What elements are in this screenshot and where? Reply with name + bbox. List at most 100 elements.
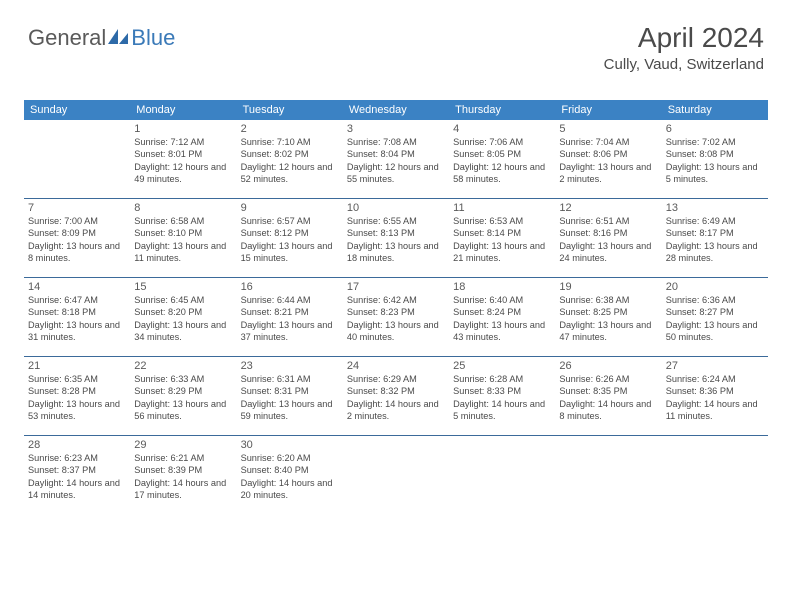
sunrise-line: Sunrise: 7:04 AM — [559, 136, 657, 148]
sunset-line: Sunset: 8:05 PM — [453, 148, 551, 160]
day-cell — [449, 436, 555, 514]
day-cell: 11Sunrise: 6:53 AMSunset: 8:14 PMDayligh… — [449, 199, 555, 277]
day-number: 28 — [28, 439, 126, 451]
day-number: 5 — [559, 123, 657, 135]
day-number: 21 — [28, 360, 126, 372]
daylight-line: Daylight: 13 hours and 43 minutes. — [453, 319, 551, 344]
day-cell: 4Sunrise: 7:06 AMSunset: 8:05 PMDaylight… — [449, 120, 555, 198]
sunset-line: Sunset: 8:31 PM — [241, 385, 339, 397]
sunset-line: Sunset: 8:16 PM — [559, 227, 657, 239]
sunset-line: Sunset: 8:24 PM — [453, 306, 551, 318]
day-number: 24 — [347, 360, 445, 372]
day-number: 8 — [134, 202, 232, 214]
month-title: April 2024 — [604, 22, 764, 54]
day-number: 16 — [241, 281, 339, 293]
sunrise-line: Sunrise: 6:47 AM — [28, 294, 126, 306]
day-number: 4 — [453, 123, 551, 135]
sunrise-line: Sunrise: 6:44 AM — [241, 294, 339, 306]
day-cell: 12Sunrise: 6:51 AMSunset: 8:16 PMDayligh… — [555, 199, 661, 277]
daylight-line: Daylight: 14 hours and 8 minutes. — [559, 398, 657, 423]
sunset-line: Sunset: 8:12 PM — [241, 227, 339, 239]
weekday-cell: Saturday — [662, 100, 768, 120]
sunrise-line: Sunrise: 6:45 AM — [134, 294, 232, 306]
daylight-line: Daylight: 13 hours and 47 minutes. — [559, 319, 657, 344]
day-cell — [24, 120, 130, 198]
day-cell: 30Sunrise: 6:20 AMSunset: 8:40 PMDayligh… — [237, 436, 343, 514]
sunrise-line: Sunrise: 6:53 AM — [453, 215, 551, 227]
daylight-line: Daylight: 13 hours and 15 minutes. — [241, 240, 339, 265]
daylight-line: Daylight: 13 hours and 18 minutes. — [347, 240, 445, 265]
sunrise-line: Sunrise: 6:38 AM — [559, 294, 657, 306]
day-cell: 9Sunrise: 6:57 AMSunset: 8:12 PMDaylight… — [237, 199, 343, 277]
weekday-cell: Wednesday — [343, 100, 449, 120]
location: Cully, Vaud, Switzerland — [604, 56, 764, 73]
day-cell: 20Sunrise: 6:36 AMSunset: 8:27 PMDayligh… — [662, 278, 768, 356]
weekday-cell: Thursday — [449, 100, 555, 120]
sunset-line: Sunset: 8:27 PM — [666, 306, 764, 318]
day-number: 18 — [453, 281, 551, 293]
day-cell — [343, 436, 449, 514]
sunset-line: Sunset: 8:14 PM — [453, 227, 551, 239]
logo: General Blue — [28, 25, 175, 51]
day-number: 6 — [666, 123, 764, 135]
week-row: 7Sunrise: 7:00 AMSunset: 8:09 PMDaylight… — [24, 199, 768, 278]
day-number: 23 — [241, 360, 339, 372]
daylight-line: Daylight: 14 hours and 17 minutes. — [134, 477, 232, 502]
day-cell: 2Sunrise: 7:10 AMSunset: 8:02 PMDaylight… — [237, 120, 343, 198]
sunrise-line: Sunrise: 6:51 AM — [559, 215, 657, 227]
daylight-line: Daylight: 13 hours and 8 minutes. — [28, 240, 126, 265]
sunrise-line: Sunrise: 6:57 AM — [241, 215, 339, 227]
sunrise-line: Sunrise: 6:23 AM — [28, 452, 126, 464]
sunset-line: Sunset: 8:21 PM — [241, 306, 339, 318]
weeks-container: 1Sunrise: 7:12 AMSunset: 8:01 PMDaylight… — [24, 120, 768, 514]
day-cell: 18Sunrise: 6:40 AMSunset: 8:24 PMDayligh… — [449, 278, 555, 356]
header: April 2024 Cully, Vaud, Switzerland — [604, 22, 764, 73]
day-cell: 29Sunrise: 6:21 AMSunset: 8:39 PMDayligh… — [130, 436, 236, 514]
sunset-line: Sunset: 8:29 PM — [134, 385, 232, 397]
sunset-line: Sunset: 8:04 PM — [347, 148, 445, 160]
day-cell: 24Sunrise: 6:29 AMSunset: 8:32 PMDayligh… — [343, 357, 449, 435]
sunrise-line: Sunrise: 7:06 AM — [453, 136, 551, 148]
week-row: 28Sunrise: 6:23 AMSunset: 8:37 PM Dayligh… — [24, 436, 768, 514]
sunset-line: Sunset: 8:08 PM — [666, 148, 764, 160]
logo-text-blue: Blue — [131, 25, 175, 51]
daylight-line: Daylight: 13 hours and 40 minutes. — [347, 319, 445, 344]
day-number: 3 — [347, 123, 445, 135]
sunrise-line: Sunrise: 6:35 AM — [28, 373, 126, 385]
day-cell: 6Sunrise: 7:02 AMSunset: 8:08 PMDaylight… — [662, 120, 768, 198]
daylight-line: Daylight: 14 hours and 2 minutes. — [347, 398, 445, 423]
sunset-line: Sunset: 8:06 PM — [559, 148, 657, 160]
daylight-line: Daylight: 13 hours and 34 minutes. — [134, 319, 232, 344]
sunset-line: Sunset: 8:28 PM — [28, 385, 126, 397]
sunrise-line: Sunrise: 7:02 AM — [666, 136, 764, 148]
logo-text-general: General — [28, 25, 106, 51]
day-cell — [662, 436, 768, 514]
day-number: 25 — [453, 360, 551, 372]
sunset-line: Sunset: 8:01 PM — [134, 148, 232, 160]
sunset-line: Sunset: 8:20 PM — [134, 306, 232, 318]
sunset-line: Sunset: 8:37 PM — [28, 464, 126, 476]
sunset-line: Sunset: 8:35 PM — [559, 385, 657, 397]
logo-icon — [108, 27, 130, 50]
sunset-line: Sunset: 8:23 PM — [347, 306, 445, 318]
weekday-cell: Monday — [130, 100, 236, 120]
day-cell: 5Sunrise: 7:04 AMSunset: 8:06 PMDaylight… — [555, 120, 661, 198]
day-cell: 22Sunrise: 6:33 AMSunset: 8:29 PMDayligh… — [130, 357, 236, 435]
sunrise-line: Sunrise: 7:12 AM — [134, 136, 232, 148]
day-cell: 7Sunrise: 7:00 AMSunset: 8:09 PMDaylight… — [24, 199, 130, 277]
daylight-line: Daylight: 14 hours and 20 minutes. — [241, 477, 339, 502]
day-cell: 17Sunrise: 6:42 AMSunset: 8:23 PMDayligh… — [343, 278, 449, 356]
day-number: 27 — [666, 360, 764, 372]
daylight-line: Daylight: 13 hours and 5 minutes. — [666, 161, 764, 186]
day-number: 12 — [559, 202, 657, 214]
sunrise-line: Sunrise: 6:40 AM — [453, 294, 551, 306]
daylight-line: Daylight: 12 hours and 52 minutes. — [241, 161, 339, 186]
sunrise-line: Sunrise: 6:26 AM — [559, 373, 657, 385]
daylight-line: Daylight: 12 hours and 49 minutes. — [134, 161, 232, 186]
sunrise-line: Sunrise: 6:55 AM — [347, 215, 445, 227]
day-cell: 21Sunrise: 6:35 AMSunset: 8:28 PMDayligh… — [24, 357, 130, 435]
day-number: 1 — [134, 123, 232, 135]
weekday-cell: Friday — [555, 100, 661, 120]
sunset-line: Sunset: 8:17 PM — [666, 227, 764, 239]
day-number: 13 — [666, 202, 764, 214]
